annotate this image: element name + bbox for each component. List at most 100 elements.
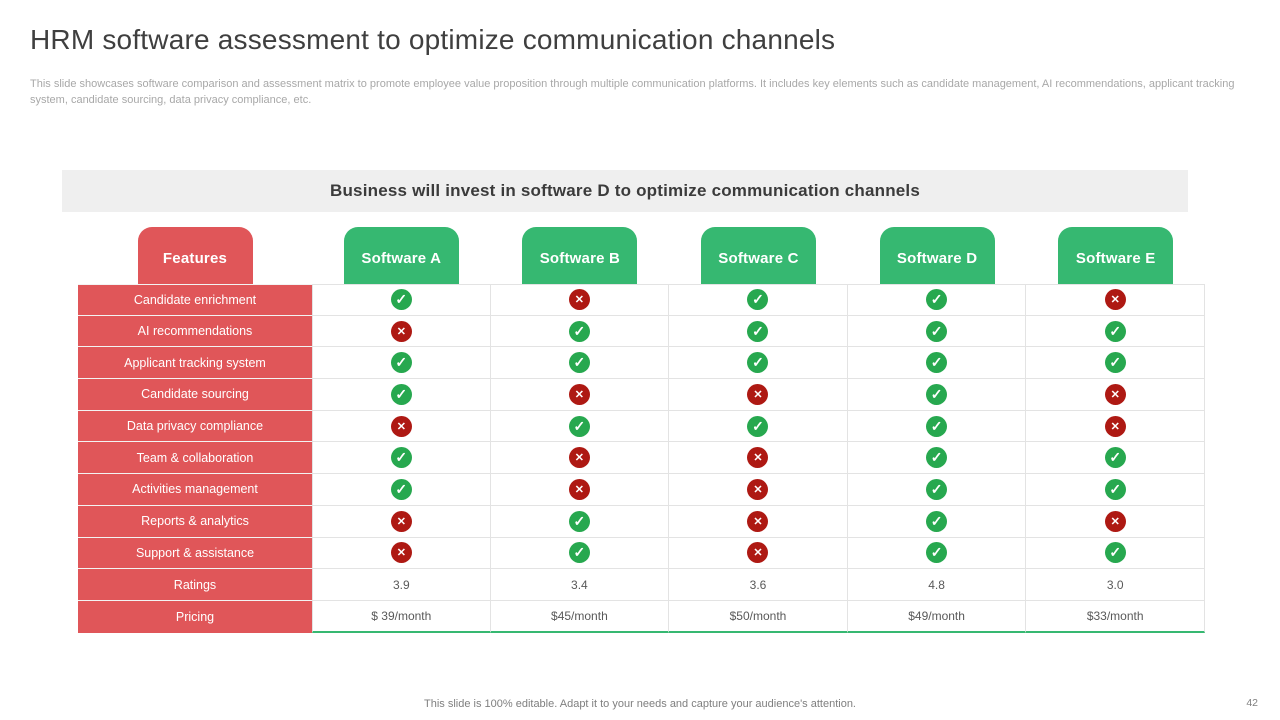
value-cell: 3.0 — [1026, 569, 1205, 601]
check-icon: ✓ — [568, 320, 590, 342]
row-label: Team & collaboration — [78, 442, 312, 475]
cross-icon: ✕ — [747, 510, 769, 532]
value-cell: ✓ — [312, 347, 491, 380]
comparison-table: Features Software A Software B Software C S… — [78, 227, 1205, 633]
footer-note: This slide is 100% editable. Adapt it to… — [424, 698, 856, 710]
banner: Business will invest in software D to op… — [62, 170, 1188, 212]
check-icon: ✓ — [1104, 320, 1126, 342]
table-row: Reports & analytics ✕ ✓ ✕ ✓ ✕ — [78, 505, 1205, 538]
value-cell: ✓ — [312, 474, 491, 506]
check-icon: ✓ — [568, 542, 590, 564]
table-row: AI recommendations ✕ ✓ ✓ ✓ ✓ — [78, 315, 1205, 348]
check-icon: ✓ — [926, 352, 948, 374]
software-header-cell: Software C — [669, 227, 848, 284]
value-cell: ✓ — [1026, 347, 1205, 380]
check-icon: ✓ — [1104, 352, 1126, 374]
table-row: Pricing $ 39/month $45/month $50/month $49/m… — [78, 600, 1205, 633]
check-icon: ✓ — [747, 289, 769, 311]
row-label: Activities management — [78, 474, 312, 506]
value-cell: ✕ — [312, 315, 491, 348]
check-icon: ✓ — [568, 510, 590, 532]
cross-icon: ✕ — [390, 415, 412, 437]
tab-software-e: Software E — [1058, 227, 1174, 284]
value-cell: ✕ — [1026, 410, 1205, 443]
value-cell: ✓ — [490, 410, 670, 443]
row-label: Support & assistance — [78, 537, 312, 570]
tab-software-d: Software D — [879, 227, 995, 284]
check-icon: ✓ — [1104, 447, 1126, 469]
table-row: Candidate sourcing ✓ ✕ ✕ ✓ ✕ — [78, 379, 1205, 411]
value-cell: $50/month — [669, 600, 848, 633]
value-cell: ✓ — [312, 379, 491, 411]
value-cell: ✓ — [847, 315, 1027, 348]
row-label: Candidate enrichment — [78, 284, 312, 316]
value-cell: ✓ — [669, 410, 848, 443]
tab-software-c: Software C — [700, 227, 816, 284]
table-row: Candidate enrichment ✓ ✕ ✓ ✓ ✕ — [78, 284, 1205, 316]
value-cell: ✓ — [669, 347, 848, 380]
check-icon: ✓ — [390, 383, 412, 405]
cross-icon: ✕ — [568, 478, 590, 500]
value-cell: ✓ — [312, 442, 491, 475]
cross-icon: ✕ — [747, 447, 769, 469]
value-cell: ✕ — [312, 537, 491, 570]
value-cell: ✕ — [669, 442, 848, 475]
table-row: Data privacy compliance ✕ ✓ ✓ ✓ ✕ — [78, 410, 1205, 443]
table-body: Candidate enrichment ✓ ✕ ✓ ✓ ✕ AI recommendati… — [78, 284, 1205, 633]
cross-icon: ✕ — [390, 510, 412, 532]
tab-features: Features — [137, 227, 253, 284]
value-cell: ✕ — [669, 474, 848, 506]
value-cell: ✕ — [490, 284, 670, 316]
software-header-cell: Software B — [491, 227, 670, 284]
check-icon: ✓ — [926, 478, 948, 500]
value-cell: ✓ — [312, 284, 491, 316]
value-cell: ✕ — [1026, 379, 1205, 411]
cross-icon: ✕ — [568, 447, 590, 469]
value-cell: ✕ — [669, 505, 848, 538]
features-header-cell: Features — [78, 227, 312, 284]
value-cell: $45/month — [490, 600, 670, 633]
value-cell: ✓ — [669, 284, 848, 316]
table-row: Applicant tracking system ✓ ✓ ✓ ✓ ✓ — [78, 347, 1205, 380]
value-cell: ✓ — [1026, 474, 1205, 506]
cross-icon: ✕ — [568, 289, 590, 311]
cross-icon: ✕ — [747, 383, 769, 405]
software-header-cell: Software A — [312, 227, 491, 284]
software-header-cell: Software D — [848, 227, 1027, 284]
value-cell: ✕ — [490, 474, 670, 506]
check-icon: ✓ — [926, 415, 948, 437]
value-cell: ✓ — [847, 410, 1027, 443]
tab-software-a: Software A — [343, 227, 459, 284]
cross-icon: ✕ — [1104, 510, 1126, 532]
cross-icon: ✕ — [390, 320, 412, 342]
check-icon: ✓ — [747, 415, 769, 437]
value-cell: ✓ — [1026, 315, 1205, 348]
software-header-cell: Software E — [1026, 227, 1205, 284]
check-icon: ✓ — [1104, 542, 1126, 564]
check-icon: ✓ — [926, 447, 948, 469]
value-cell: $33/month — [1026, 600, 1205, 633]
cross-icon: ✕ — [1104, 289, 1126, 311]
value-cell: ✓ — [847, 537, 1027, 570]
value-cell: ✓ — [490, 315, 670, 348]
value-cell: ✓ — [847, 284, 1027, 316]
table-row: Team & collaboration ✓ ✕ ✕ ✓ ✓ — [78, 442, 1205, 475]
row-label: Reports & analytics — [78, 505, 312, 538]
check-icon: ✓ — [926, 383, 948, 405]
value-cell: ✓ — [847, 442, 1027, 475]
check-icon: ✓ — [926, 320, 948, 342]
check-icon: ✓ — [390, 352, 412, 374]
value-cell: ✓ — [669, 315, 848, 348]
check-icon: ✓ — [390, 447, 412, 469]
check-icon: ✓ — [926, 542, 948, 564]
check-icon: ✓ — [926, 289, 948, 311]
check-icon: ✓ — [568, 352, 590, 374]
value-cell: ✕ — [669, 537, 848, 570]
check-icon: ✓ — [568, 415, 590, 437]
value-cell: 3.6 — [669, 569, 848, 601]
table-header-row: Features Software A Software B Software C S… — [78, 227, 1205, 284]
check-icon: ✓ — [926, 510, 948, 532]
value-cell: ✓ — [490, 347, 670, 380]
value-cell: ✓ — [847, 347, 1027, 380]
